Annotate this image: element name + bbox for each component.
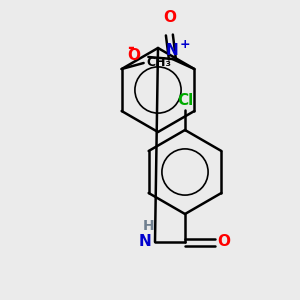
Text: CH₃: CH₃ <box>147 56 172 68</box>
Text: +: + <box>179 38 190 51</box>
Text: N: N <box>166 43 179 58</box>
Text: O: O <box>163 10 176 25</box>
Text: O: O <box>218 235 230 250</box>
Text: H: H <box>143 219 155 233</box>
Text: N: N <box>138 235 151 250</box>
Text: Cl: Cl <box>177 93 193 108</box>
Text: O: O <box>128 49 140 64</box>
Text: -: - <box>127 39 134 57</box>
